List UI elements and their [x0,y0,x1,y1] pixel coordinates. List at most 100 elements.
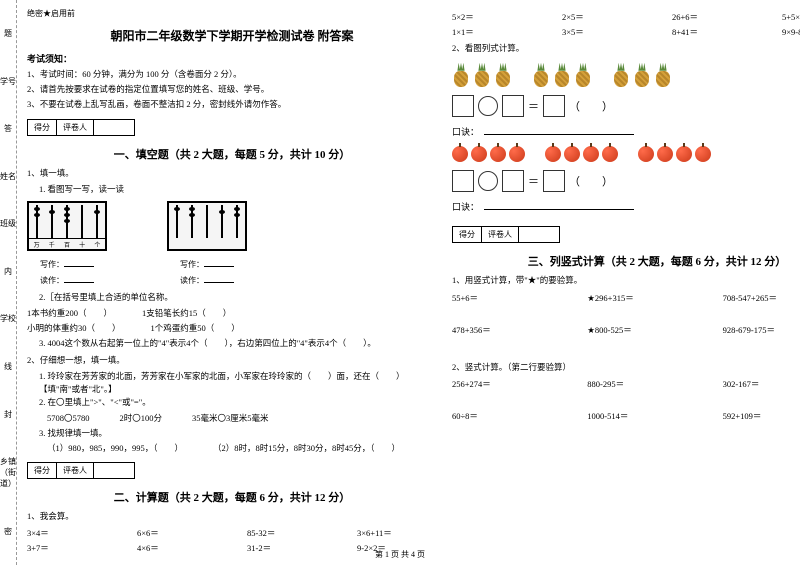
apple-group-2 [545,146,618,162]
c9: 5×2＝ [452,11,532,23]
eq-circle [478,96,498,116]
footer: 第 1 页 共 4 页 [0,549,800,560]
al-4: 十 [79,240,85,249]
koushi-label: 口诀： [452,127,479,137]
eq-paren: （ ） [569,98,613,114]
c14: 3×5＝ [562,26,642,38]
notice-3: 3、不要在试卷上乱写乱画，卷面不整洁扣 2 分，密封线外请勿作答。 [27,99,437,111]
apple-icon [545,146,561,162]
score-box-2: 得分 评卷人 [27,462,135,479]
s3b-5: 1000-514＝ [587,410,722,422]
s1-q1: 1、填一填。 [27,167,437,180]
equation-1: ＝ （ ） [452,95,800,117]
al-1: 万 [34,240,40,249]
pineapple-icon [574,63,592,87]
q22-1: 5708〇5780 [47,412,90,424]
margin-vtext-2: 答 [4,123,12,134]
s3b-3: 302-167＝ [723,378,800,390]
abacus-row: 万 千 百 十 个 写作： 读作： [27,201,437,286]
eq-square [502,95,524,117]
apple-icon [638,146,654,162]
s3-2: ★296+315＝ [587,292,722,304]
pineapple-icon [532,63,550,87]
pineapple-icon [612,63,630,87]
apple-icon [490,146,506,162]
c12: 5+5×4＝ [782,11,800,23]
apple-icon [509,146,525,162]
c10: 2×5＝ [562,11,642,23]
abacus-frame-2 [167,201,247,251]
apple-icon [583,146,599,162]
s1-q2-1: 1. 玲玲家在芳芳家的北面，芳芳家在小军家的北面，小军家在玲玲家的（ ）面，还在… [39,370,437,396]
notice-1: 1、考试时间：60 分钟，满分为 100 分（含卷面分 2 分）。 [27,69,437,81]
secret-label: 绝密★启用前 [27,8,437,19]
reviewer-label: 评卷人 [57,120,94,135]
score-box-3: 得分 评卷人 [452,226,560,243]
c11: 26+6＝ [672,11,752,23]
reviewer-label-2: 评卷人 [57,463,94,478]
left-margin: 题 学号 答 姓名 班级 内 学校 线 封 乡镇（街道） 密 [0,0,17,565]
apple-icon [471,146,487,162]
score-blank [94,120,134,135]
q12-4: 1个鸡蛋约重50（ ） [151,322,240,334]
score-label-3: 得分 [453,227,482,242]
score-blank-2 [94,463,134,478]
eq-paren: （ ） [569,173,613,189]
pineapple-icon [633,63,651,87]
margin-vtext-5: 封 [4,409,12,420]
s3-3: 708-547+265＝ [723,292,800,304]
margin-vtext-6: 密 [4,526,12,537]
content: 绝密★启用前 朝阳市二年级数学下学期开学检测试卷 附答案 考试须知： 1、考试时… [17,0,800,565]
s3-6: 928-679-175＝ [723,324,800,336]
pineapple-group-2 [532,63,592,87]
q12-2: 1支铅笔长约15（ ） [142,307,231,319]
c3: 85-32＝ [247,527,327,539]
s3-q1: 1、用竖式计算，带"★"的要验算。 [452,274,800,287]
s3b-6: 592+109＝ [723,410,800,422]
s1-q1-2: 2.［在括号里填上合适的单位名称。 [39,291,437,304]
eq-equals: ＝ [528,173,539,189]
s3-5: ★800-525＝ [587,324,722,336]
s3-4: 478+356＝ [452,324,587,336]
eq-square [452,170,474,192]
eq-square [543,95,565,117]
abacus-frame-1: 万 千 百 十 个 [27,201,107,251]
margin-vtext-4: 线 [4,361,12,372]
score-box-1: 得分 评卷人 [27,119,135,136]
equation-2: ＝ （ ） [452,170,800,192]
apple-icon [452,146,468,162]
s1-q1-3: 3. 4004这个数从右起第一位上的"4"表示4个（ ），右边第四位上的"4"表… [39,337,437,350]
margin-label-4: 学校 [0,313,16,324]
margin-vtext-3: 内 [4,266,12,277]
apple-icon [602,146,618,162]
apple-icon [564,146,580,162]
section2-title: 二、计算题（共 2 大题，每题 6 分，共计 12 分） [27,489,437,505]
s3b-1: 256+274＝ [452,378,587,390]
q12-3: 小明的体重约30（ ） [27,322,121,334]
pineapple-icon [452,63,470,87]
apple-row [452,146,800,162]
eq-circle [478,171,498,191]
apple-icon [657,146,673,162]
c2: 6×6＝ [137,527,217,539]
right-column: 5×2＝ 2×5＝ 26+6＝ 5+5×4＝ 1×1＝ 3×5＝ 8+41＝ 9… [452,8,800,557]
margin-label-1: 学号 [0,76,16,87]
page-title: 朝阳市二年级数学下学期开学检测试卷 附答案 [27,27,437,44]
notice-label: 考试须知： [27,52,437,65]
reviewer-label-3: 评卷人 [482,227,519,242]
apple-group-1 [452,146,525,162]
koushi-2: 口诀： [452,200,800,213]
margin-vtext-1: 题 [4,28,12,39]
s1-q1-1: 1. 看图写一写，读一读 [39,183,437,196]
pineapple-icon [553,63,571,87]
read-1: 读作： [40,276,64,285]
score-label-2: 得分 [28,463,57,478]
apple-icon [676,146,692,162]
write-1: 写作： [40,260,64,269]
c16: 9×9-80＝ [782,26,800,38]
eq-square [452,95,474,117]
score-label: 得分 [28,120,57,135]
q22-3: 35毫米〇3厘米5毫米 [192,412,269,424]
s1-q2-3: 3. 找规律填一填。 [39,427,437,440]
apple-group-3 [638,146,711,162]
